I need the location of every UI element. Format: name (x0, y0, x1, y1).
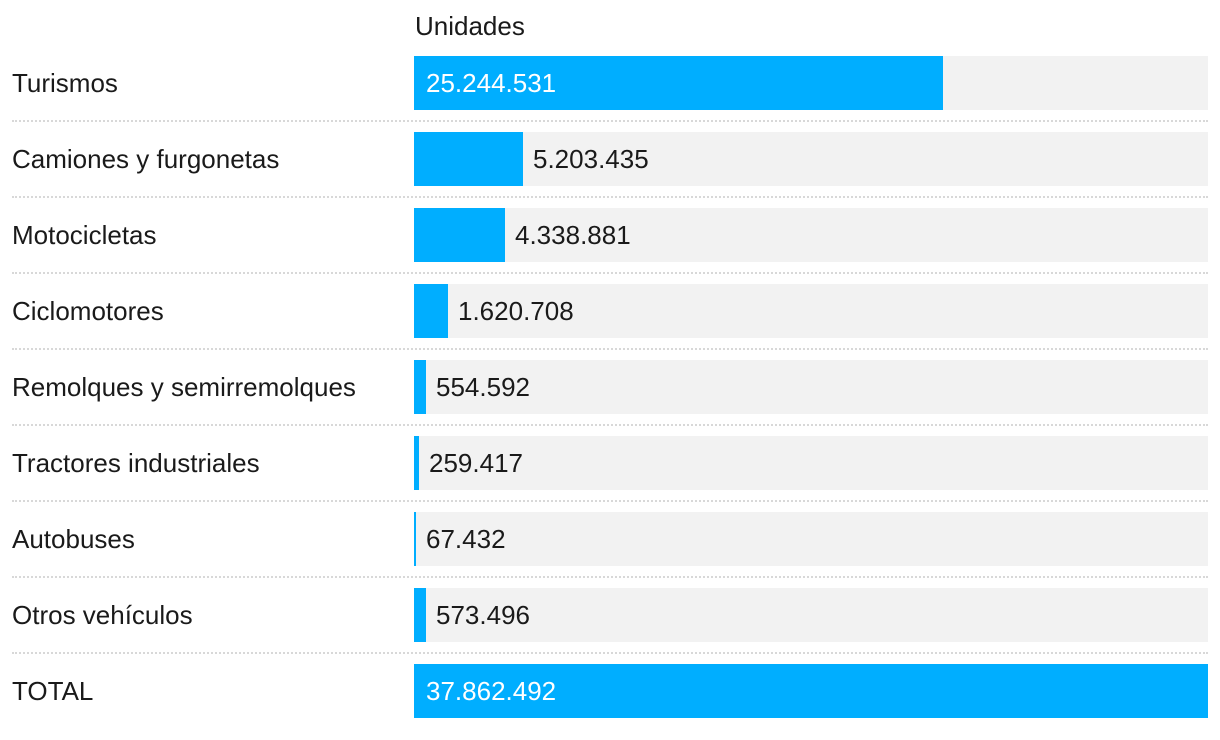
bar (414, 512, 416, 566)
bar (414, 132, 523, 186)
row-separator (12, 576, 1208, 578)
column-header: Unidades (415, 11, 525, 41)
category-label: TOTAL (12, 676, 94, 706)
row-separator (12, 348, 1208, 350)
bar-track: 25.244.531 (414, 56, 1208, 110)
value-label: 67.432 (426, 524, 506, 554)
category-label: Otros vehículos (12, 600, 193, 630)
chart-row: Turismos 25.244.531 (0, 56, 1220, 122)
bar-track: 67.432 (414, 512, 1208, 566)
chart-row: Tractores industriales 259.417 (0, 436, 1220, 502)
bar-track: 5.203.435 (414, 132, 1208, 186)
category-label: Ciclomotores (12, 296, 164, 326)
value-label: 554.592 (436, 372, 530, 402)
value-label: 573.496 (436, 600, 530, 630)
chart-row: TOTAL 37.862.492 (0, 664, 1220, 718)
bar (414, 664, 1208, 718)
category-label: Remolques y semirremolques (12, 372, 356, 402)
bar-track: 37.862.492 (414, 664, 1208, 718)
chart-row: Camiones y furgonetas 5.203.435 (0, 132, 1220, 198)
category-label: Autobuses (12, 524, 135, 554)
row-separator (12, 272, 1208, 274)
row-separator (12, 424, 1208, 426)
bar (414, 588, 426, 642)
bar (414, 56, 943, 110)
bar-track: 554.592 (414, 360, 1208, 414)
bar (414, 284, 448, 338)
bar-chart: Turismos 25.244.531 Camiones y furgonetas 5… (0, 56, 1220, 740)
category-label: Turismos (12, 68, 118, 98)
category-label: Tractores industriales (12, 448, 260, 478)
row-separator (12, 652, 1208, 654)
chart-row: Motocicletas 4.338.881 (0, 208, 1220, 274)
value-label: 5.203.435 (533, 144, 649, 174)
chart-row: Ciclomotores 1.620.708 (0, 284, 1220, 350)
bar-track: 1.620.708 (414, 284, 1208, 338)
value-label: 4.338.881 (515, 220, 631, 250)
bar-track: 573.496 (414, 588, 1208, 642)
value-label: 25.244.531 (426, 68, 557, 98)
bar-track: 259.417 (414, 436, 1208, 490)
value-label: 259.417 (429, 448, 523, 478)
bar-track: 4.338.881 (414, 208, 1208, 262)
row-separator (12, 500, 1208, 502)
bar (414, 360, 426, 414)
bar (414, 436, 419, 490)
value-label: 1.620.708 (458, 296, 574, 326)
value-label: 37.862.492 (426, 676, 557, 706)
row-separator (12, 120, 1208, 122)
bar (414, 208, 505, 262)
category-label: Camiones y furgonetas (12, 144, 280, 174)
chart-row: Remolques y semirremolques 554.592 (0, 360, 1220, 426)
chart-row: Otros vehículos 573.496 (0, 588, 1220, 654)
chart-row: Autobuses 67.432 (0, 512, 1220, 578)
category-label: Motocicletas (12, 220, 157, 250)
row-separator (12, 196, 1208, 198)
